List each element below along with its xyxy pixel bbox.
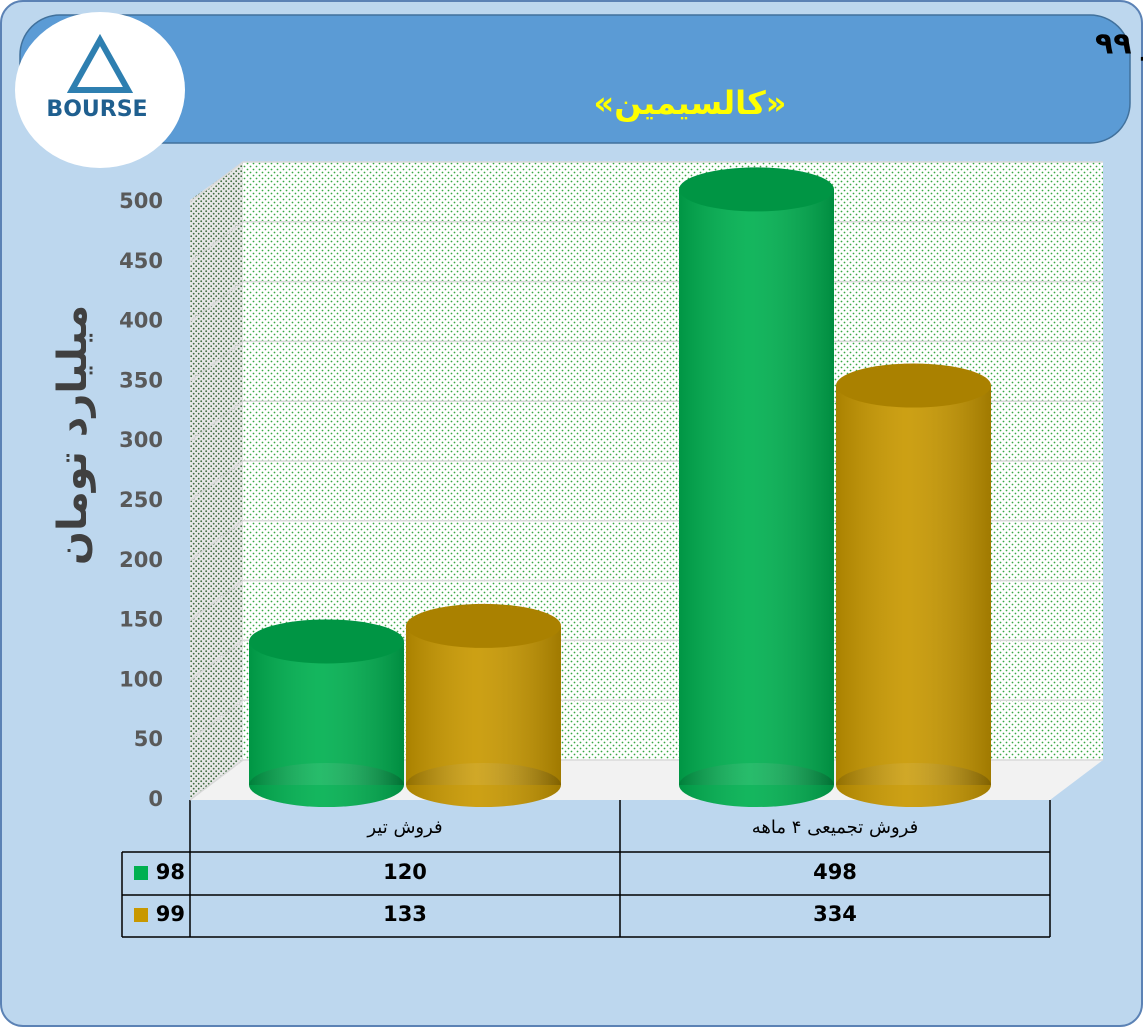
y-tick-label: 250 [119,488,163,512]
logo-text: BOURSE [46,97,147,122]
header-band [19,14,1131,144]
y-tick-label: 350 [119,368,163,392]
bar-top [679,167,834,212]
bar-shade [679,763,834,807]
table-value: 498 [813,860,857,884]
x-tick-label: فروش تیر [366,817,442,838]
bar-shade [836,763,991,807]
bar-shade [406,625,561,785]
bar-shade [679,189,834,786]
legend-label: 99 [156,902,185,926]
bar-shade [406,763,561,807]
legend-swatch [134,866,148,880]
bar-top-shade [836,363,991,408]
chart-title: گزارش فروش ریالی ماهانه و ۴ ماهه منتهی ب… [1095,26,1143,62]
legend-swatch [134,908,148,922]
bar-top-shade [249,619,404,664]
bar-top-shade [679,167,834,212]
y-tick-label: 150 [119,608,163,632]
legend-label: 98 [156,860,185,884]
y-axis-label: میلیارد تومان [50,305,96,565]
bar-shade [249,641,404,785]
y-tick-label: 200 [119,548,163,572]
bar-shade [249,763,404,807]
x-tick-label: فروش تجمیعی ۴ ماهه [752,817,918,838]
bar-top [406,603,561,648]
y-tick-label: 300 [119,428,163,452]
y-tick-label: 50 [134,727,163,751]
table-value: 120 [383,860,427,884]
bar-shade [836,385,991,785]
bar-top-shade [406,603,561,648]
y-tick-label: 400 [119,309,163,333]
bar-top [836,363,991,408]
y-tick-label: 0 [148,787,163,811]
y-tick-label: 500 [119,189,163,213]
table-value: 133 [383,902,427,926]
bar-top [249,619,404,664]
table-value: 334 [813,902,857,926]
y-tick-label: 100 [119,667,163,691]
grid-line [189,161,1103,203]
y-tick-label: 450 [119,249,163,273]
chart-subtitle: «کالسیمین» [594,84,787,122]
data-table [121,800,1051,938]
logo-mark [66,33,134,93]
